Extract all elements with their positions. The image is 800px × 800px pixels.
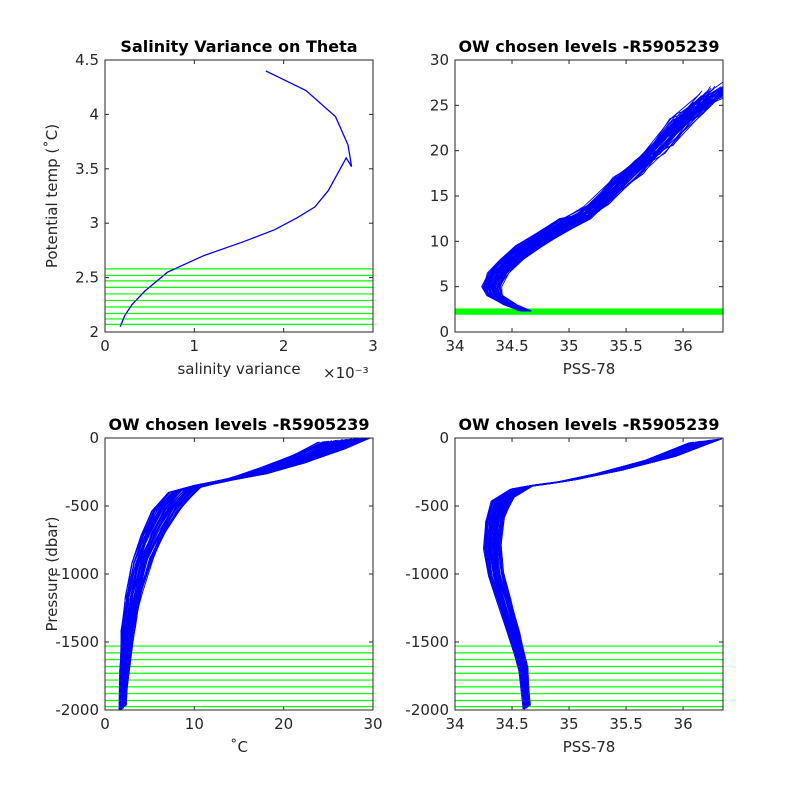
- profile-line: [498, 438, 718, 706]
- profile-line: [498, 94, 723, 312]
- y-tick-label: 5: [439, 278, 449, 296]
- profile-line: [500, 438, 721, 706]
- x-axis-label: ˚C: [230, 738, 248, 756]
- profile-line: [497, 93, 723, 312]
- y-tick-label: 10: [430, 232, 449, 250]
- y-tick-label: 15: [430, 187, 449, 205]
- x-tick-label: 34: [445, 715, 464, 733]
- profile-line: [499, 89, 723, 312]
- profile-line: [499, 438, 720, 706]
- profile-line: [500, 438, 722, 706]
- x-tick-label: 35: [559, 715, 578, 733]
- chart-title: OW chosen levels -R5905239: [458, 37, 719, 56]
- y-axis-label: Pressure (dbar): [43, 517, 61, 632]
- profile-line: [501, 90, 723, 312]
- x-tick-label: 20: [274, 715, 293, 733]
- y-tick-label: 30: [430, 51, 449, 69]
- profile-line: [124, 438, 370, 705]
- x-tick-label: 34: [445, 337, 464, 355]
- panel-p2: 34 34.5 35 35.5 36 0 5 10 15 20 25 30 OW chosen leve…: [430, 37, 724, 378]
- profile-line: [483, 442, 691, 710]
- plot-area: [455, 81, 723, 315]
- x-tick-label: 34.5: [495, 337, 528, 355]
- profile-line: [500, 438, 723, 706]
- x-axis-label: salinity variance: [177, 360, 300, 378]
- x-tick-label: 35.5: [609, 337, 642, 355]
- profile-line: [482, 442, 690, 710]
- profile-line: [499, 438, 718, 706]
- x-axis-label: PSS-78: [563, 360, 616, 378]
- profile-line: [484, 442, 690, 710]
- variance-line: [119, 70, 353, 327]
- y-tick-label: 0: [89, 429, 99, 447]
- x-tick-label: 36: [674, 715, 693, 733]
- profile-line: [494, 95, 723, 312]
- y-tick-label: -1000: [55, 565, 99, 583]
- profile-line: [484, 441, 693, 709]
- y-tick-label: -1500: [55, 633, 99, 651]
- profile-line: [485, 442, 691, 710]
- y-tick-label: 20: [430, 142, 449, 160]
- axes-box: [104, 59, 374, 333]
- plot-area: [105, 70, 373, 327]
- x-tick-label: 0: [100, 715, 110, 733]
- profile-line: [499, 92, 723, 312]
- x-tick-label: 36: [674, 337, 693, 355]
- y-tick-label: -2000: [55, 701, 99, 719]
- x-tick-label: 34.5: [495, 715, 528, 733]
- plot-area: [105, 438, 373, 710]
- panel-p4: 34 34.5 35 35.5 36 -2000 -1500 -1000 -500 0 OW cho…: [405, 415, 724, 756]
- x-tick-label: 35.5: [609, 715, 642, 733]
- profile-line: [485, 441, 694, 709]
- profile-line: [485, 442, 692, 710]
- y-tick-label: 25: [430, 96, 449, 114]
- y-axis-label: Potential temp (˚C): [43, 124, 61, 268]
- y-tick-label: 0: [439, 429, 449, 447]
- y-tick-label: -1500: [405, 633, 449, 651]
- x-tick-label: 35: [559, 337, 578, 355]
- x-axis-label: PSS-78: [563, 738, 616, 756]
- panel-p3: 0 10 20 30 -2000 -1500 -1000 -500 0 OW chosen lev…: [43, 415, 383, 756]
- plot-area: [455, 438, 723, 710]
- y-tick-label: -500: [65, 497, 99, 515]
- profile-line: [485, 441, 693, 709]
- chart-title: OW chosen levels -R5905239: [458, 415, 719, 434]
- x-tick-label: 10: [185, 715, 204, 733]
- chart-title: Salinity Variance on Theta: [120, 37, 357, 56]
- chart-title: OW chosen levels -R5905239: [108, 415, 369, 434]
- y-tick-label: 4: [89, 105, 99, 123]
- profile-line: [485, 441, 694, 709]
- y-tick-label: 0: [439, 323, 449, 341]
- y-tick-label: 2: [89, 323, 99, 341]
- y-tick-label: 4.5: [75, 51, 99, 69]
- profile-line: [497, 94, 723, 312]
- y-tick-label: -2000: [405, 701, 449, 719]
- profile-line: [123, 438, 372, 705]
- x-tick-label: 1: [190, 337, 200, 355]
- y-tick-label: -1000: [405, 565, 449, 583]
- x-tick-label: 3: [368, 337, 378, 355]
- profile-line: [496, 96, 723, 312]
- x-tick-label: 30: [363, 715, 382, 733]
- chosen-level-band: [455, 308, 723, 315]
- y-tick-label: 2.5: [75, 269, 99, 287]
- y-tick-label: 3.5: [75, 160, 99, 178]
- y-tick-label: -500: [415, 497, 449, 515]
- profile-line: [498, 438, 719, 706]
- profile-line: [484, 441, 693, 710]
- y-tick-label: 3: [89, 214, 99, 232]
- x-tick-label: 2: [279, 337, 289, 355]
- panel-p1: 0 1 2 3 2 2.5 3 3.5 4 4.5 Salinity Variance on The…: [43, 37, 378, 382]
- x-axis-exponent: ×10⁻³: [323, 364, 369, 382]
- profile-line: [499, 438, 723, 706]
- x-tick-label: 0: [100, 337, 110, 355]
